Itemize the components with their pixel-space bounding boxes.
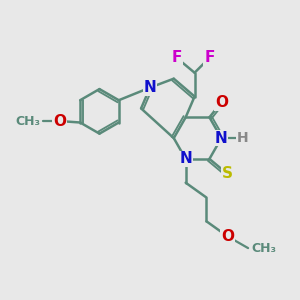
Text: CH₃: CH₃ bbox=[251, 242, 276, 255]
Text: S: S bbox=[222, 166, 233, 181]
Text: F: F bbox=[204, 50, 214, 65]
Text: N: N bbox=[179, 152, 192, 166]
Text: F: F bbox=[172, 50, 182, 65]
Text: O: O bbox=[53, 113, 66, 128]
Text: O: O bbox=[215, 95, 228, 110]
Text: H: H bbox=[236, 131, 248, 145]
Text: N: N bbox=[215, 130, 228, 146]
Text: N: N bbox=[144, 80, 156, 95]
Text: CH₃: CH₃ bbox=[15, 115, 40, 128]
Text: O: O bbox=[221, 229, 234, 244]
